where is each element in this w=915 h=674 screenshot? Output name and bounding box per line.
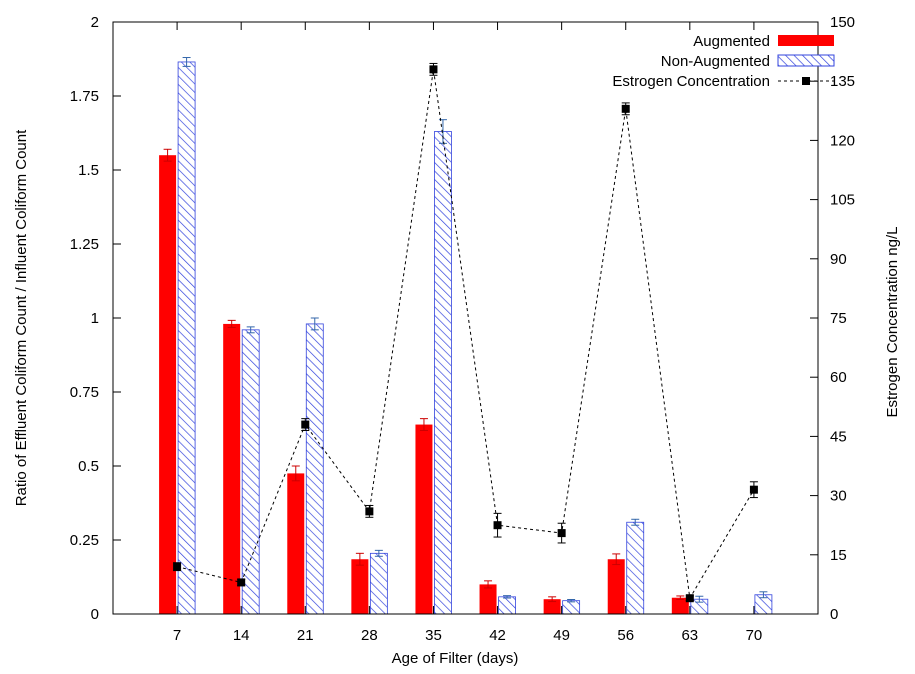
bars-layer [159, 57, 773, 615]
x-tick-label-63: 63 [681, 627, 698, 644]
bar-augmented-7 [159, 155, 177, 614]
point-estrogen-21 [301, 420, 310, 429]
point-estrogen-49 [557, 529, 566, 538]
y2-tick-label-10: 150 [830, 14, 855, 31]
plot-background [113, 22, 818, 614]
bar-non-augmented-28 [369, 552, 388, 615]
x-tick-label-7: 7 [173, 627, 181, 644]
bar-non-augmented-56 [626, 521, 645, 615]
y-tick-label-5: 1.25 [70, 236, 99, 253]
errorbar-augmented-7 [163, 148, 172, 162]
errorbar-non-augmented-7 [182, 57, 191, 67]
legend-label-estrogen: Estrogen Concentration [612, 73, 770, 90]
point-estrogen-63 [685, 594, 694, 603]
bar-non-augmented-7 [177, 61, 196, 615]
point-estrogen-7 [173, 562, 182, 571]
point-estrogen-35 [429, 65, 438, 74]
legend: Augmented Non-Augmented Estrogen Concent… [612, 33, 835, 90]
errorbar-non-augmented-56 [631, 518, 640, 526]
legend-marker-estrogen [802, 77, 810, 85]
errorbar-non-augmented-28 [374, 549, 383, 557]
errorbar-non-augmented-49 [567, 598, 576, 603]
x-tick-label-14: 14 [233, 627, 250, 644]
bar-augmented-42 [479, 584, 497, 614]
errorbar-non-augmented-63 [695, 595, 704, 603]
bar-augmented-14 [223, 323, 241, 614]
x-tick-label-21: 21 [297, 627, 314, 644]
bar-augmented-28 [351, 559, 369, 614]
errorbar-non-augmented-14 [246, 326, 255, 334]
legend-swatch-non-augmented [777, 54, 835, 67]
errorbar-non-augmented-70 [759, 591, 768, 599]
estrogen-line [176, 69, 755, 600]
x-tick-label-42: 42 [489, 627, 506, 644]
errorbar-non-augmented-21 [310, 317, 319, 331]
bar-augmented-56 [607, 559, 625, 614]
y-tick-label-7: 1.75 [70, 88, 99, 105]
y2-tick-label-4: 60 [830, 369, 847, 386]
bar-non-augmented-35 [434, 131, 452, 615]
y2-tick-label-9: 135 [830, 73, 855, 90]
y2-tick-label-6: 90 [830, 251, 847, 268]
errorbar-augmented-35 [419, 418, 428, 431]
errorbar-non-augmented-42 [503, 595, 512, 599]
errorbar-augmented-42 [484, 580, 493, 589]
legend-label-non-augmented: Non-Augmented [661, 53, 770, 70]
y-tick-label-4: 1 [91, 310, 99, 327]
y-tick-label-3: 0.75 [70, 384, 99, 401]
y-tick-label-8: 2 [91, 14, 99, 31]
y-tick-label-1: 0.25 [70, 532, 99, 549]
errorbar-augmented-63 [676, 595, 685, 600]
bar-non-augmented-21 [305, 323, 324, 615]
axes-layer: 0 0.25 0.5 0.75 1 1.25 1.5 1.75 2 0 15 30 45 60 75 90 10… [70, 14, 855, 644]
bar-augmented-35 [415, 424, 433, 614]
y-tick-label-6: 1.5 [78, 162, 99, 179]
y-axis-title: Ratio of Effluent Coliform Count / Influ… [13, 129, 30, 506]
errorbar-augmented-28 [355, 552, 364, 566]
y2-tick-label-5: 75 [830, 310, 847, 327]
x-tick-label-49: 49 [553, 627, 570, 644]
point-estrogen-28 [365, 507, 374, 516]
point-estrogen-14 [237, 578, 246, 587]
y-tick-label-0: 0 [91, 606, 99, 623]
bar-non-augmented-42 [498, 596, 516, 615]
y2-axis-title: Estrogen Concentration ng/L [884, 227, 901, 418]
x-tick-label-28: 28 [361, 627, 378, 644]
bar-augmented-21 [287, 473, 305, 614]
legend-swatch-augmented [778, 35, 834, 46]
estrogen-line-layer [173, 62, 758, 603]
errorbar-augmented-56 [612, 553, 621, 566]
y2-tick-label-7: 105 [830, 192, 855, 209]
y2-tick-label-1: 15 [830, 547, 847, 564]
x-tick-label-56: 56 [617, 627, 634, 644]
bar-non-augmented-49 [562, 600, 581, 615]
y2-tick-label-2: 30 [830, 488, 847, 505]
bar-augmented-49 [543, 599, 561, 614]
y2-tick-label-3: 45 [830, 428, 847, 445]
x-tick-label-70: 70 [746, 627, 763, 644]
x-axis-title: Age of Filter (days) [392, 650, 519, 667]
point-estrogen-42 [493, 521, 502, 530]
point-estrogen-56 [621, 104, 630, 113]
errorbar-augmented-21 [291, 465, 300, 482]
legend-label-augmented: Augmented [693, 33, 770, 50]
plot-area [113, 22, 818, 614]
errorbar-augmented-14 [227, 319, 236, 328]
bar-augmented-63 [671, 597, 689, 614]
x-tick-label-35: 35 [425, 627, 442, 644]
point-estrogen-70 [749, 485, 758, 494]
y-tick-label-2: 0.5 [78, 458, 99, 475]
y2-tick-label-0: 0 [830, 606, 838, 623]
errorbar-augmented-49 [548, 596, 557, 603]
bar-non-augmented-14 [241, 329, 260, 615]
y2-tick-label-8: 120 [830, 132, 855, 149]
